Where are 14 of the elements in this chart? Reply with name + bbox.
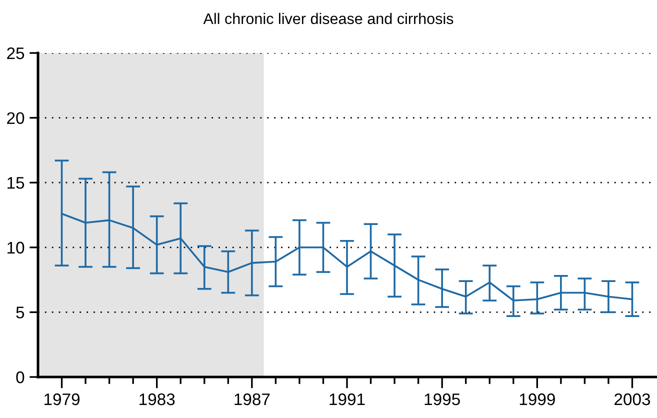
x-tick-label: 1987 [234, 393, 270, 406]
x-tick-label: 1979 [44, 393, 80, 406]
x-tick-label: 1999 [520, 393, 555, 406]
x-tick-label: 1995 [424, 393, 460, 406]
y-tick-label: 10 [8, 242, 24, 254]
y-tick-label: 25 [7, 47, 24, 60]
y-tick-label: 5 [16, 306, 24, 318]
chart-title: All chronic liver disease and cirrhosis [203, 12, 454, 24]
x-tick-label: 2003 [614, 393, 650, 406]
y-tick-label: 20 [7, 112, 24, 124]
x-tick-label: 1991 [330, 393, 365, 406]
x-tick-label: 1983 [140, 393, 175, 406]
y-tick-label: 15 [8, 177, 24, 189]
y-tick-label: 0 [16, 371, 24, 384]
